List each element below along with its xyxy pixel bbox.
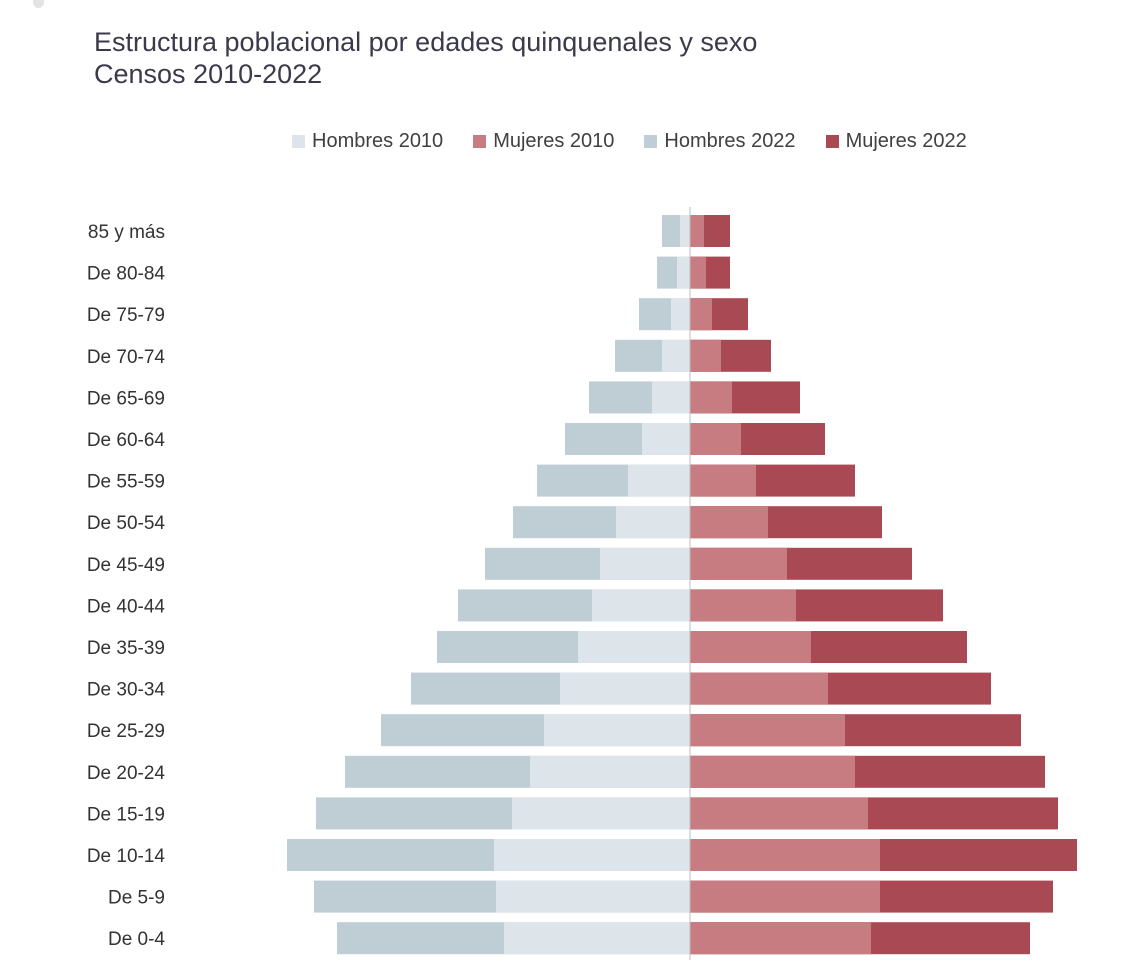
category-label: De 55-59 [87,472,165,493]
bar-mujeres-2010 [690,714,845,747]
bar-hombres-2010 [671,298,690,331]
bar-mujeres-2010 [690,215,704,247]
category-label: De 60-64 [87,430,166,451]
legend-label-mujeres-2010: Mujeres 2010 [493,130,615,152]
legend-label-hombres-2010: Hombres 2010 [312,130,444,152]
bar-hombres-2010 [592,589,690,622]
bar-hombres-2010 [560,672,690,705]
legend-item-hombres-2022: Hombres 2022 [644,130,796,153]
bar-hombres-2010 [600,547,690,580]
category-label: De 0-4 [108,929,165,950]
bar-hombres-2010 [530,755,690,788]
bar-mujeres-2010 [690,755,855,788]
bar-mujeres-2010 [690,547,787,580]
category-label: De 70-74 [87,347,166,368]
bar-mujeres-2010 [690,880,880,913]
bar-hombres-2010 [662,339,690,372]
category-label: De 25-29 [87,721,165,742]
bar-hombres-2010 [652,381,690,414]
legend-item-hombres-2010: Hombres 2010 [292,130,443,153]
legend-swatch-mujeres-2022 [825,135,839,148]
bar-mujeres-2010 [690,839,880,871]
chart-legend: Hombres 2010 Mujeres 2010 Hombres 2022 M… [292,130,997,153]
bar-hombres-2010 [512,797,690,830]
chart-subtitle: Censos 2010-2022 [94,59,323,89]
bar-hombres-2010 [628,464,690,497]
bar-hombres-2010 [494,839,690,871]
bar-hombres-2010 [496,880,690,913]
chart-title: Estructura poblacional por edades quinqu… [94,27,758,57]
legend-swatch-hombres-2022 [644,135,658,148]
bar-mujeres-2010 [690,672,828,705]
legend-swatch-hombres-2010 [292,135,305,148]
bar-mujeres-2010 [690,589,796,622]
category-label: De 20-24 [87,763,166,784]
legend-item-mujeres-2022: Mujeres 2022 [825,130,967,153]
bar-mujeres-2010 [690,922,871,955]
category-label: 85 y más [88,222,165,243]
category-label: De 80-84 [87,264,166,285]
legend-label-hombres-2022: Hombres 2022 [664,130,796,152]
category-label: De 65-69 [87,388,165,409]
category-label: De 30-34 [87,680,166,701]
bar-mujeres-2010 [690,339,721,372]
bar-hombres-2010 [544,714,690,747]
legend-swatch-mujeres-2010 [473,135,487,148]
category-label: De 40-44 [87,596,166,617]
category-label: De 75-79 [87,305,165,326]
bar-mujeres-2010 [690,797,868,830]
bar-hombres-2010 [680,215,690,247]
bar-mujeres-2010 [690,423,741,455]
bar-hombres-2010 [504,922,690,955]
chart-title-block: Estructura poblacional por edades quinqu… [94,26,757,90]
bar-mujeres-2010 [690,256,706,289]
bar-mujeres-2010 [690,298,712,331]
category-label: De 10-14 [87,846,166,867]
bar-mujeres-2010 [690,381,732,414]
category-label: De 45-49 [87,555,165,576]
bar-mujeres-2010 [690,464,756,497]
bar-hombres-2010 [642,423,690,455]
bar-mujeres-2010 [690,631,811,663]
category-label: De 35-39 [87,638,165,659]
legend-item-mujeres-2010: Mujeres 2010 [473,130,614,153]
category-label: De 50-54 [87,513,166,534]
category-label: De 15-19 [87,804,165,825]
bar-hombres-2010 [677,256,690,289]
scroll-indicator [33,0,44,8]
category-label: De 5-9 [108,888,165,909]
bar-hombres-2010 [616,506,690,539]
bar-hombres-2010 [578,631,690,663]
legend-label-mujeres-2022: Mujeres 2022 [845,130,967,152]
bar-mujeres-2010 [690,506,768,539]
